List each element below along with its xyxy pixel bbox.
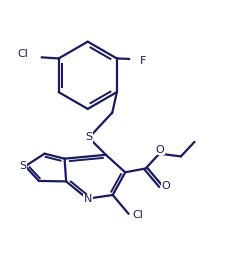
Text: Cl: Cl (17, 49, 28, 59)
Text: F: F (140, 56, 146, 66)
Text: O: O (155, 145, 164, 154)
Text: S: S (85, 132, 92, 142)
Text: S: S (19, 161, 26, 171)
Text: N: N (83, 194, 92, 204)
Text: O: O (161, 181, 170, 191)
Text: Cl: Cl (132, 210, 143, 220)
